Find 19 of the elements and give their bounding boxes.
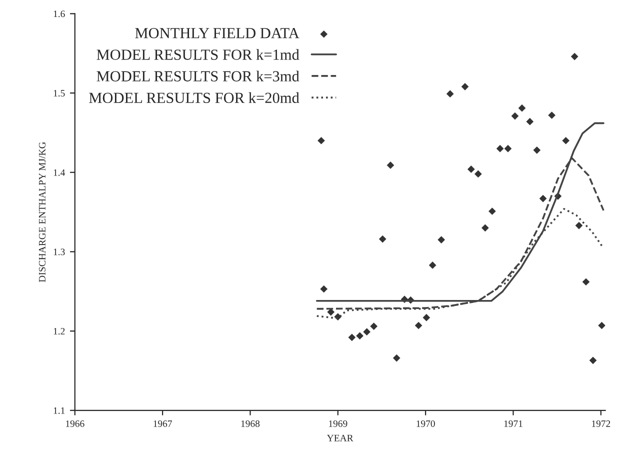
legend-label: MONTHLY FIELD DATA bbox=[135, 28, 300, 38]
x-tick-label: 1970 bbox=[416, 420, 435, 427]
y-tick-label: 1.1 bbox=[54, 407, 65, 414]
x-tick-label: 1971 bbox=[504, 420, 522, 427]
y-tick-label: 1.6 bbox=[54, 10, 65, 18]
y-tick-label: 1.3 bbox=[54, 248, 65, 256]
x-tick-label: 1972 bbox=[592, 420, 610, 427]
x-axis-title: YEAR bbox=[326, 434, 354, 442]
x-tick-label: 1969 bbox=[329, 420, 348, 427]
x-tick-label: 1967 bbox=[154, 420, 172, 427]
legend-label: MODEL RESULTS FOR k=20md bbox=[89, 92, 300, 104]
y-axis-title: DISCHARGE ENTHALPY MJ/KG bbox=[38, 142, 46, 282]
x-tick-label: 1968 bbox=[241, 420, 260, 427]
x-tick-label: 1966 bbox=[66, 420, 84, 427]
y-tick-label: 1.2 bbox=[54, 328, 65, 335]
y-tick-label: 1.5 bbox=[54, 90, 65, 97]
legend-label: MODEL RESULTS FOR k=1md bbox=[96, 49, 300, 60]
legend-label: MODEL RESULTS FOR k=3md bbox=[96, 70, 300, 82]
y-tick-label: 1.4 bbox=[54, 169, 66, 176]
